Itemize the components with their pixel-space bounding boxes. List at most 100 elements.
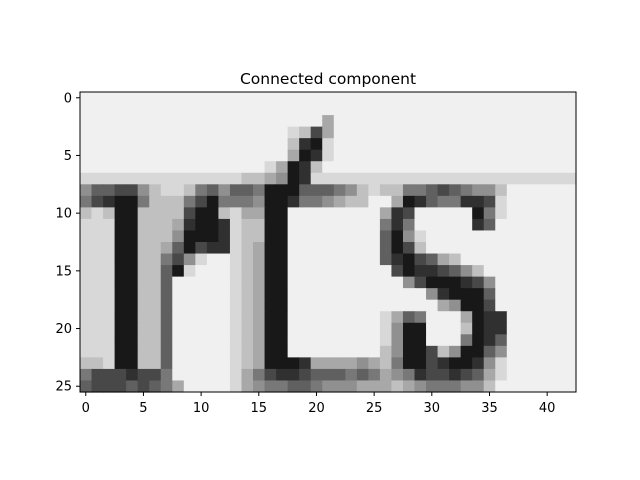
heatmap-cell xyxy=(91,126,104,139)
heatmap-cell xyxy=(137,322,150,335)
heatmap-cell xyxy=(149,149,162,162)
heatmap-cell xyxy=(518,149,531,162)
heatmap-cell xyxy=(483,138,496,151)
heatmap-cell xyxy=(518,322,531,335)
heatmap-cell xyxy=(264,126,277,139)
heatmap-cell xyxy=(356,311,369,324)
heatmap-cell xyxy=(276,230,289,243)
heatmap-cell xyxy=(172,253,185,266)
heatmap-cell xyxy=(437,357,450,370)
heatmap-cell xyxy=(426,161,439,174)
heatmap-cell xyxy=(472,368,485,382)
heatmap-cell xyxy=(437,276,450,289)
heatmap-cell xyxy=(518,126,531,139)
heatmap-cell xyxy=(137,311,150,324)
axes-frame xyxy=(79,91,577,393)
heatmap-cell xyxy=(564,195,577,208)
heatmap-cell xyxy=(253,253,266,266)
heatmap-cell xyxy=(287,345,300,358)
heatmap-cell xyxy=(449,195,462,208)
heatmap-cell xyxy=(426,299,439,312)
heatmap-cell xyxy=(299,172,312,185)
heatmap-cell xyxy=(472,230,485,243)
heatmap-cell xyxy=(172,368,185,382)
heatmap-cell xyxy=(402,115,416,128)
heatmap-cell xyxy=(402,184,416,197)
heatmap-cell xyxy=(114,184,127,197)
heatmap-cell xyxy=(264,253,277,266)
heatmap-cell xyxy=(183,161,196,174)
heatmap-cell xyxy=(368,92,381,105)
heatmap-cell xyxy=(472,265,485,278)
heatmap-cell xyxy=(103,253,116,266)
heatmap-cell xyxy=(253,265,266,278)
heatmap-cell xyxy=(322,380,335,393)
heatmap-cell xyxy=(310,161,323,174)
heatmap-cell xyxy=(391,92,404,105)
heatmap-cell xyxy=(368,149,381,162)
heatmap-cell xyxy=(80,195,93,208)
heatmap-cell xyxy=(529,161,542,174)
heatmap-cell xyxy=(253,357,266,370)
heatmap-cell xyxy=(391,207,404,220)
heatmap-cell xyxy=(287,265,300,278)
heatmap-cell xyxy=(218,242,231,255)
heatmap-cell xyxy=(564,103,577,116)
heatmap-cell xyxy=(449,207,462,220)
x-tick-label: 0 xyxy=(82,401,90,416)
heatmap-cell xyxy=(552,92,566,105)
heatmap-cell xyxy=(379,334,393,347)
heatmap-cell xyxy=(345,230,358,243)
heatmap-cell xyxy=(391,149,404,162)
heatmap-cell xyxy=(80,265,93,278)
heatmap-cell xyxy=(103,242,116,255)
heatmap-cell xyxy=(437,172,450,185)
heatmap-cell xyxy=(126,322,139,335)
heatmap-cell xyxy=(137,368,150,382)
heatmap-cell xyxy=(449,230,462,243)
heatmap-cell xyxy=(460,149,473,162)
heatmap-cell xyxy=(183,218,196,232)
heatmap-cell xyxy=(172,334,185,347)
heatmap-cell xyxy=(276,218,289,232)
heatmap-cell xyxy=(137,92,150,105)
y-tick-label: 15 xyxy=(55,264,72,279)
heatmap-cell xyxy=(437,253,450,266)
heatmap-cell xyxy=(564,334,577,347)
heatmap-cell xyxy=(518,195,531,208)
heatmap-cell xyxy=(426,265,439,278)
heatmap-cell xyxy=(264,195,277,208)
heatmap-cell xyxy=(379,322,393,335)
heatmap-cell xyxy=(126,207,139,220)
heatmap-cell xyxy=(368,126,381,139)
heatmap-cell xyxy=(80,230,93,243)
heatmap-cell xyxy=(276,161,289,174)
heatmap-cell xyxy=(472,345,485,358)
heatmap-cell xyxy=(518,265,531,278)
heatmap-cell xyxy=(114,299,127,312)
heatmap-cell xyxy=(391,299,404,312)
heatmap-cell xyxy=(495,103,508,116)
heatmap-cell xyxy=(206,276,220,289)
heatmap-cell xyxy=(426,380,439,393)
heatmap-cell xyxy=(299,218,312,232)
heatmap-cell xyxy=(126,184,139,197)
heatmap-cell xyxy=(379,126,393,139)
heatmap-cell xyxy=(206,138,220,151)
heatmap-cell xyxy=(264,172,277,185)
heatmap-cell xyxy=(368,265,381,278)
heatmap-cell xyxy=(149,322,162,335)
heatmap-cell xyxy=(472,172,485,185)
heatmap-cell xyxy=(103,92,116,105)
heatmap-cell xyxy=(495,172,508,185)
heatmap-cell xyxy=(402,195,416,208)
heatmap-cell xyxy=(264,218,277,232)
heatmap-cell xyxy=(310,368,323,382)
heatmap-cell xyxy=(368,322,381,335)
heatmap-cell xyxy=(253,288,266,301)
heatmap-cell xyxy=(195,242,208,255)
heatmap-cell xyxy=(368,138,381,151)
heatmap-cell xyxy=(126,334,139,347)
heatmap-cell xyxy=(552,184,566,197)
heatmap-cell xyxy=(103,276,116,289)
